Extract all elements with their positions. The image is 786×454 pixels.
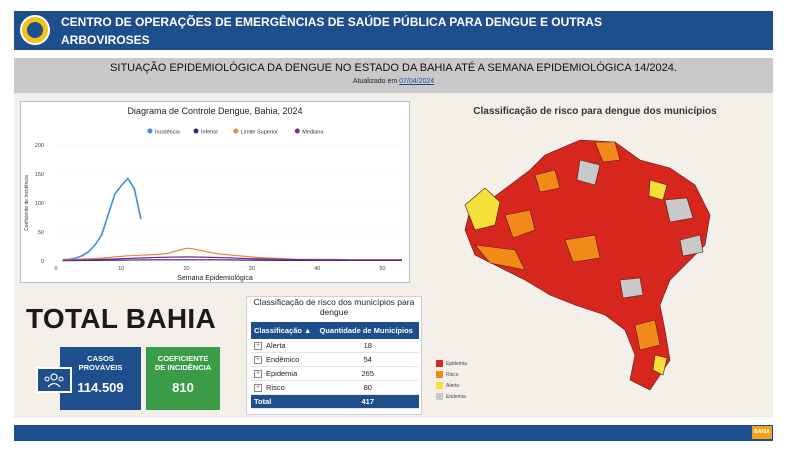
- legend-marker-2: [233, 128, 239, 134]
- row-label: Alerta: [266, 340, 286, 350]
- map-region-risco-1[interactable]: [594, 141, 621, 163]
- expand-icon[interactable]: +: [254, 356, 262, 364]
- series-line-mediana: [62, 256, 402, 261]
- x-tick-50: 50: [379, 266, 385, 272]
- map-region-endemia-4[interactable]: [619, 277, 644, 299]
- casos-value: 114.509: [77, 380, 124, 395]
- casos-provaveis-card[interactable]: CASOS PROVÁVEIS 114.509: [60, 347, 141, 410]
- total-label: Total: [251, 394, 317, 409]
- col-header-quantidade[interactable]: Quantidade de Municípios: [316, 322, 419, 339]
- y-tick-150: 150: [35, 172, 44, 178]
- updated-date: 07/04/2024: [399, 78, 435, 85]
- row-label: Epidemia: [266, 368, 298, 378]
- legend-marker-3: [294, 128, 300, 134]
- coef-value: 810: [172, 380, 194, 395]
- risk-table: Classificação ▲ Quantidade de Municípios…: [251, 322, 419, 409]
- col-header-classificacao[interactable]: Classificação ▲: [251, 322, 317, 339]
- legend-label-alerta: Alerta: [446, 383, 460, 389]
- map-region-risco-4[interactable]: [564, 234, 601, 263]
- row-label: Endêmico: [266, 354, 300, 364]
- legend-item-risco: Risco: [436, 371, 467, 381]
- legend-swatch-risco: [436, 371, 443, 379]
- header-bar: [14, 11, 773, 50]
- legend-label-risco: Risco: [446, 372, 459, 378]
- y-tick-200: 200: [35, 143, 44, 149]
- series-line-incidência: [62, 177, 142, 261]
- table-header-row: Classificação ▲ Quantidade de Municípios: [251, 322, 419, 339]
- y-tick-50: 50: [38, 230, 44, 236]
- legend-swatch-endemia: [436, 393, 443, 401]
- control-diagram-chart[interactable]: Diagrama de Controle Dengue, Bahia, 2024…: [20, 101, 410, 283]
- bahia-logo: BAHIA: [752, 426, 772, 439]
- map-region-endemia-2[interactable]: [664, 197, 694, 223]
- map-region-alerta-south[interactable]: [652, 354, 668, 376]
- people-group-icon: [36, 367, 72, 393]
- subheader-bar: [14, 58, 773, 93]
- legend-item-epidemia: Epidemia: [436, 360, 467, 370]
- map-region-risco-2[interactable]: [504, 209, 536, 239]
- map-region-risco-6[interactable]: [534, 169, 561, 193]
- legend-marker-1: [193, 128, 199, 134]
- row-label: Risco: [266, 382, 285, 392]
- coef-label: COEFICIENTE DE INCIDÊNCIA: [154, 354, 212, 372]
- map-region-endemia-3[interactable]: [679, 234, 704, 257]
- total-value: 417: [316, 394, 419, 409]
- sort-icon[interactable]: ▲: [304, 326, 312, 335]
- y-axis-label: Coeficiente de Incidência: [24, 175, 30, 231]
- risk-table-title: Classificação de risco dos municípios pa…: [253, 297, 415, 317]
- x-tick-30: 30: [249, 266, 255, 272]
- legend-label-1: Inferior: [201, 130, 218, 136]
- table-row[interactable]: + Alerta 18: [251, 339, 419, 353]
- x-tick-10: 10: [118, 266, 124, 272]
- x-tick-20: 20: [184, 266, 190, 272]
- legend-label-3: Mediana: [302, 130, 324, 136]
- y-tick-0: 0: [41, 259, 44, 265]
- row-value: 18: [316, 339, 419, 353]
- table-row[interactable]: + Epidemia 265: [251, 366, 419, 381]
- expand-icon[interactable]: +: [254, 384, 262, 392]
- bahia-risk-map[interactable]: [455, 130, 725, 400]
- map-title: Classificação de risco para dengue dos m…: [473, 106, 717, 117]
- x-axis-label: Semana Epidemiológica: [177, 275, 253, 282]
- map-region-alerta-west[interactable]: [464, 187, 501, 231]
- map-region-risco-5[interactable]: [634, 319, 661, 351]
- legend-marker-0: [147, 128, 153, 134]
- legend-item-endemia: Endemia: [436, 393, 467, 403]
- situation-text: SITUAÇÃO EPIDEMIOLÓGICA DA DENGUE NO EST…: [110, 62, 677, 74]
- expand-icon[interactable]: +: [254, 342, 262, 350]
- row-value: 54: [316, 352, 419, 367]
- legend-label-2: Limite Superior: [241, 130, 278, 136]
- map-region-endemia-1[interactable]: [576, 159, 601, 186]
- legend-swatch-alerta: [436, 382, 443, 390]
- casos-label: CASOS PROVÁVEIS: [78, 354, 123, 372]
- coeficiente-incidencia-card[interactable]: COEFICIENTE DE INCIDÊNCIA 810: [146, 347, 220, 410]
- map-region-alerta-east[interactable]: [648, 179, 668, 201]
- map-legend: Epidemia Risco Alerta Endemia: [436, 360, 467, 404]
- total-bahia-title: TOTAL BAHIA: [26, 303, 216, 334]
- footer-bar: [14, 425, 773, 441]
- coe-logo-map-icon: [27, 22, 43, 38]
- chart-title: Diagrama de Controle Dengue, Bahia, 2024: [127, 106, 302, 116]
- legend-swatch-epidemia: [436, 360, 443, 368]
- row-value: 80: [316, 380, 419, 395]
- legend-label-epidemia: Epidemia: [446, 361, 467, 367]
- x-tick-40: 40: [314, 266, 320, 272]
- updated-label: Atualizado em: [352, 78, 398, 85]
- legend-label-endemia: Endemia: [446, 394, 466, 400]
- updated-text: Atualizado em 07/04/2024: [14, 78, 773, 85]
- y-tick-100: 100: [35, 201, 44, 207]
- row-value: 265: [316, 366, 419, 381]
- x-tick-0: 0: [54, 266, 57, 272]
- table-total-row: Total 417: [251, 394, 419, 409]
- table-row[interactable]: + Risco 80: [251, 380, 419, 395]
- expand-icon[interactable]: +: [254, 370, 262, 378]
- legend-item-alerta: Alerta: [436, 382, 467, 392]
- title-line-1: CENTRO DE OPERAÇÕES DE EMERGÊNCIAS DE SA…: [61, 15, 602, 47]
- map-region-risco-3[interactable]: [474, 244, 526, 271]
- table-row[interactable]: + Endêmico 54: [251, 352, 419, 367]
- legend-label-0: Incidência: [155, 130, 181, 136]
